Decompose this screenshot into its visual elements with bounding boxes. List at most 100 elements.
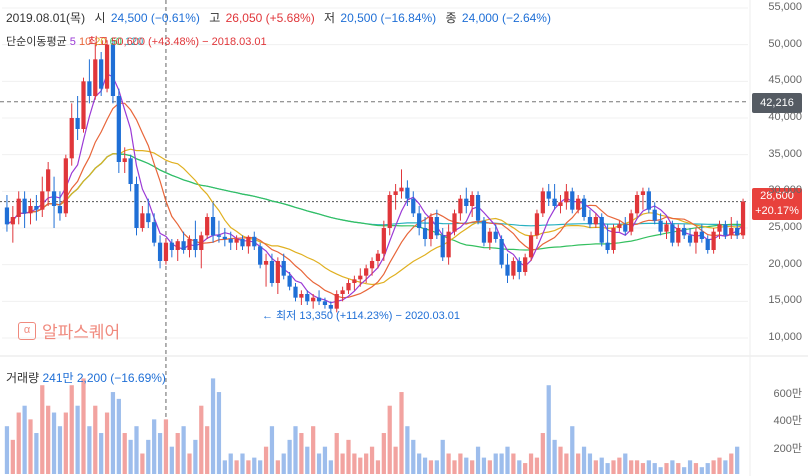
volume-bar: [540, 433, 545, 474]
volume-bar: [152, 419, 157, 474]
candle-body: [546, 191, 551, 199]
candle-body: [281, 261, 286, 276]
candle-body: [729, 228, 734, 236]
volume-tick-label: 200만: [773, 442, 802, 455]
candle-body: [240, 239, 245, 247]
candle-body: [540, 191, 545, 214]
candle-body: [699, 231, 704, 239]
ma-legend[interactable]: 단순이동평균 5 10 20 60 120: [6, 33, 143, 49]
volume-bar: [104, 412, 110, 474]
candle-body: [664, 224, 669, 232]
ma20-period: 20: [94, 36, 107, 48]
volume-bar: [163, 419, 169, 474]
volume-bar: [358, 457, 363, 474]
volume-bar: [452, 460, 457, 474]
candle-body: [493, 231, 498, 239]
volume-bar: [422, 457, 428, 474]
candle-body: [740, 201, 746, 236]
volume-bar: [140, 453, 145, 474]
low-value: 20,500 (−16.84%): [340, 11, 437, 25]
volume-bar: [693, 463, 699, 474]
candle-body: [316, 297, 322, 302]
candle-body: [593, 217, 598, 225]
candle-body: [711, 231, 716, 250]
volume-bar: [305, 446, 310, 474]
volume-bar: [399, 392, 404, 474]
volume-bar: [128, 439, 133, 474]
volume-bar: [22, 405, 27, 474]
candle-body: [87, 81, 92, 96]
candle-body: [705, 239, 710, 250]
volume-bar: [699, 467, 704, 474]
candle-body: [63, 158, 68, 214]
candle-body: [693, 231, 699, 243]
candle-body: [75, 118, 80, 129]
candle-body: [28, 206, 33, 214]
volume-bar: [311, 426, 316, 474]
ma5-line: [6, 73, 744, 304]
volume-bar: [46, 405, 51, 474]
volume-bar: [199, 405, 204, 474]
candle-body: [305, 294, 310, 302]
date-label: 2019.08.01(목): [6, 11, 86, 25]
watermark-text: 알파스퀘어: [42, 323, 121, 342]
candle-body: [369, 261, 375, 269]
candle-body: [658, 220, 663, 232]
candle-body: [4, 207, 10, 225]
volume-bar: [222, 460, 227, 474]
volume-bar: [146, 439, 151, 474]
high-label: 고: [209, 11, 221, 25]
candle-body: [175, 241, 180, 250]
volume-bar: [564, 453, 569, 474]
candle-body: [458, 198, 463, 214]
candle-body: [216, 235, 222, 237]
volume-bar: [470, 460, 475, 474]
candle-body: [252, 236, 257, 247]
volume-bar: [10, 439, 15, 474]
candle-body: [670, 224, 675, 243]
candle-body: [334, 294, 339, 309]
candle-body: [723, 224, 728, 236]
volume-bar: [511, 453, 516, 474]
volume-bar: [93, 405, 98, 474]
candle-body: [146, 213, 151, 223]
candle-body: [263, 261, 269, 265]
volume-bar: [34, 433, 39, 474]
price-tick-label: 50,000: [768, 37, 802, 50]
candle-body: [10, 217, 15, 225]
volume-bar: [316, 453, 322, 474]
candle-body: [605, 242, 610, 250]
candle-body: [81, 81, 86, 129]
volume-bar: [428, 460, 434, 474]
candle-body: [275, 261, 280, 283]
volume-bar: [670, 460, 675, 474]
volume-bar: [387, 405, 392, 474]
candle-body: [475, 195, 481, 221]
volume-bar: [210, 378, 216, 474]
volume-bar: [393, 446, 398, 474]
volume-bar: [263, 446, 269, 474]
volume-bar: [275, 460, 280, 474]
volume-bar: [175, 433, 180, 474]
price-tick-label: 25,000: [768, 221, 802, 233]
volume-bar: [552, 439, 557, 474]
candle-body: [523, 257, 528, 272]
ma5-period: 5: [69, 36, 76, 48]
volume-bar: [458, 453, 463, 474]
volume-bar: [487, 460, 492, 474]
volume-bar: [116, 398, 121, 474]
volume-bar: [717, 457, 722, 474]
candle-body: [676, 228, 681, 243]
candle-body: [51, 191, 57, 206]
volume-bar: [475, 446, 481, 474]
volume-bar: [381, 433, 386, 474]
candle-body: [470, 195, 475, 206]
candle-body: [558, 202, 563, 206]
volume-bar: [352, 453, 357, 474]
candle-body: [187, 239, 192, 250]
volume-bar: [481, 457, 487, 474]
candle-body: [157, 242, 163, 261]
volume-bar: [187, 453, 192, 474]
current-price-change: +20.17%: [755, 205, 799, 217]
